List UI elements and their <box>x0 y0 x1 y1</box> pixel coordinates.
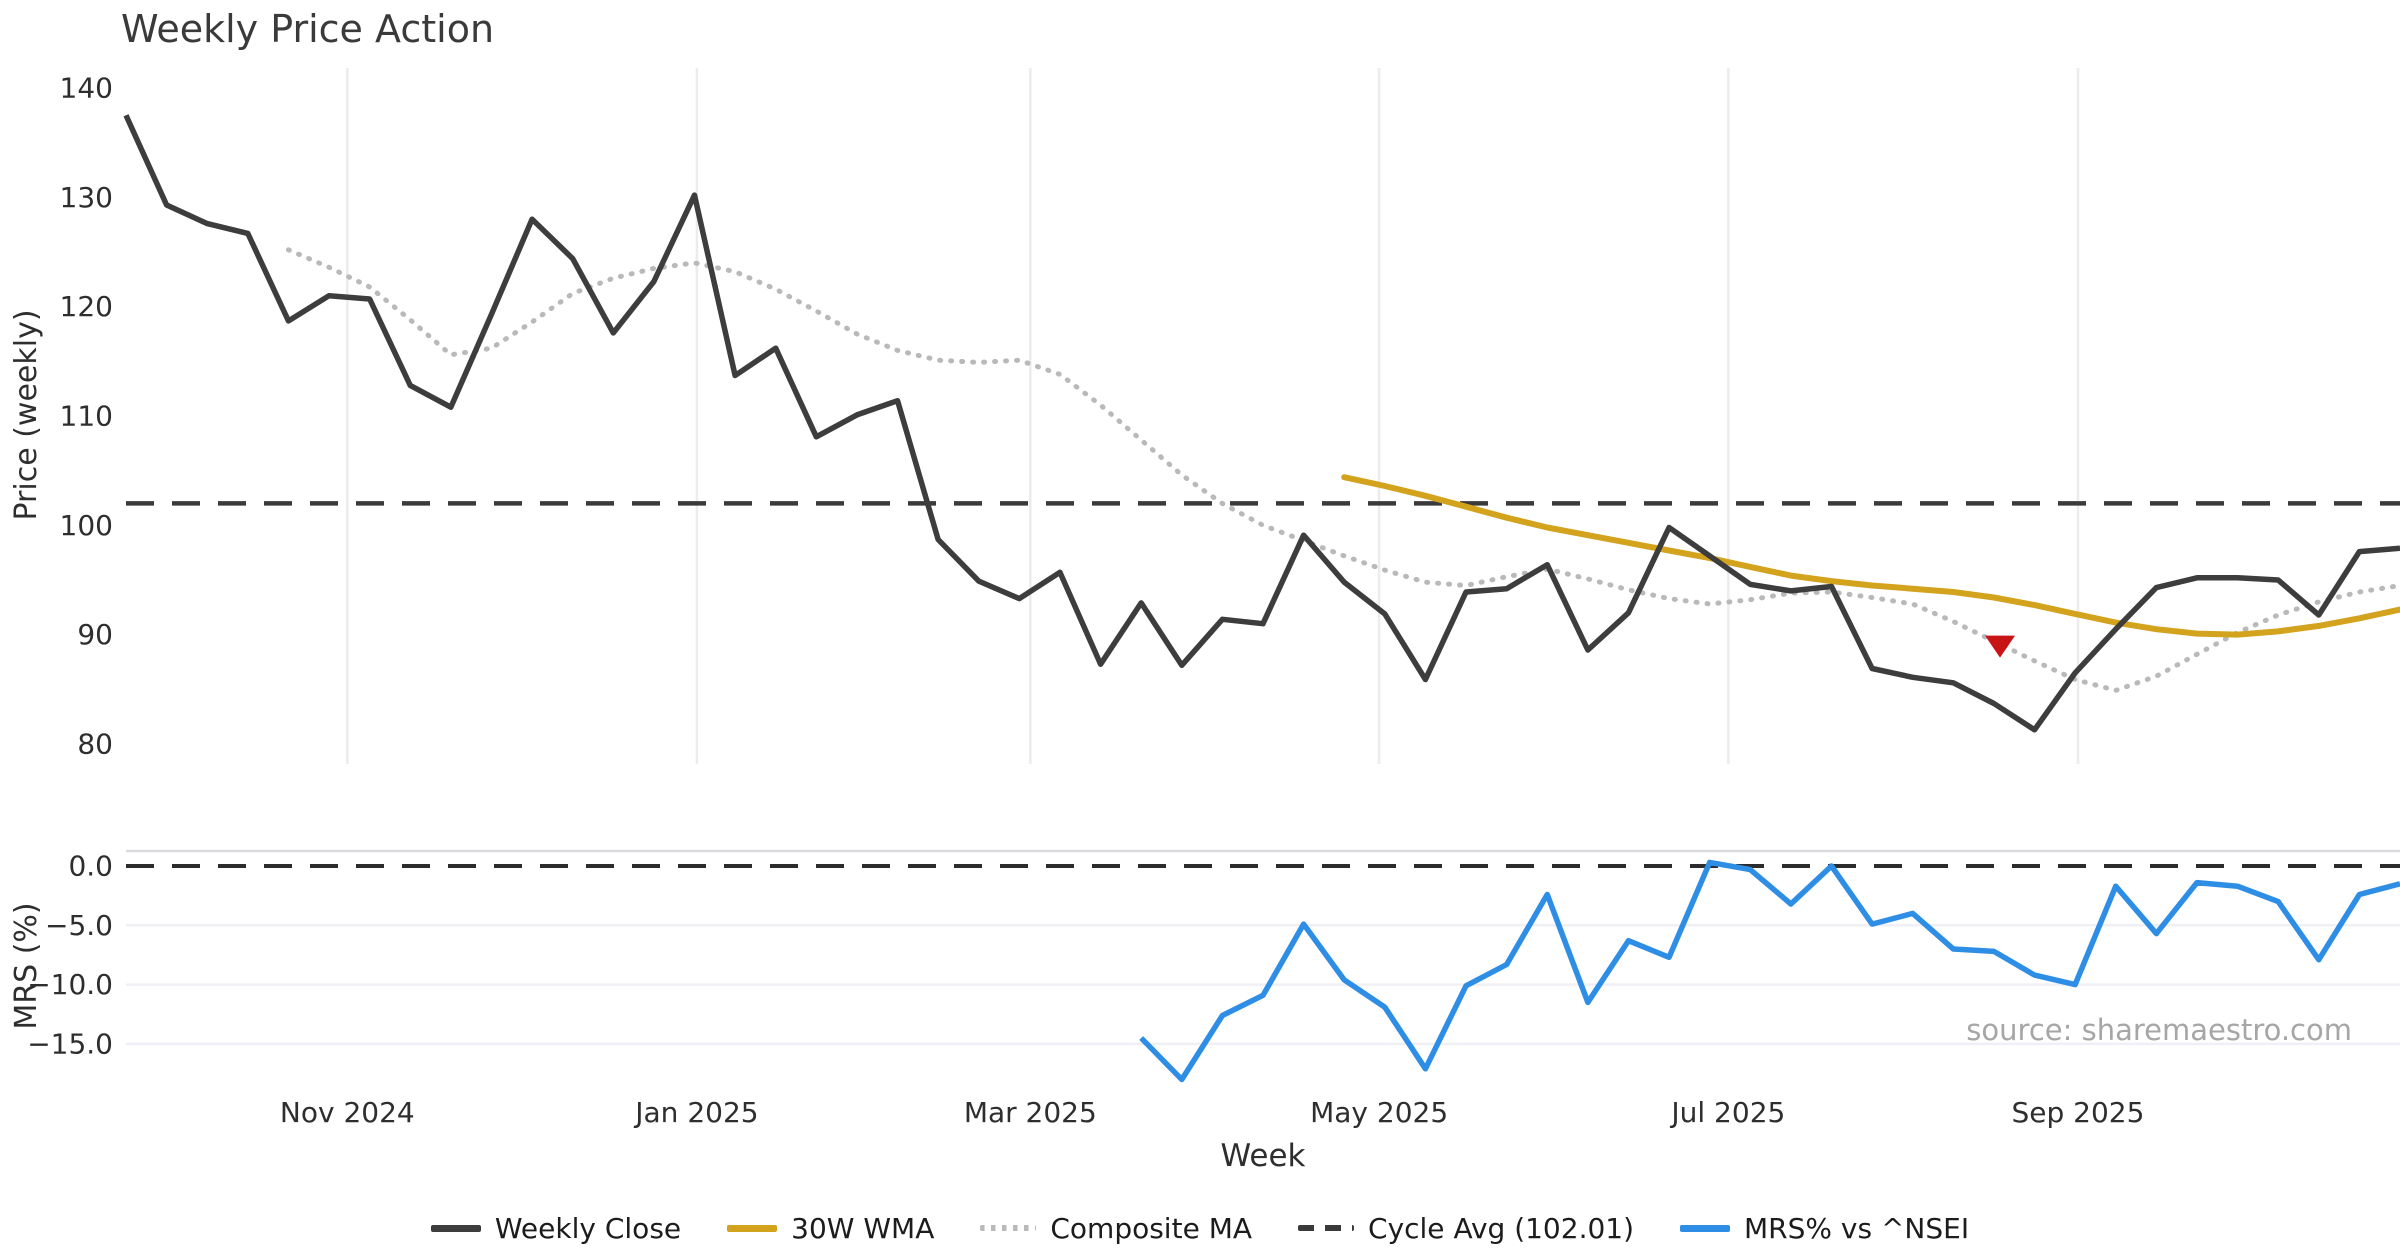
legend-label: MRS% vs ^NSEI <box>1744 1211 1970 1245</box>
price-tick-label: 120 <box>60 290 113 323</box>
price-tick-label: 90 <box>77 618 113 651</box>
price-tick-label: 140 <box>60 72 113 105</box>
mrs-tick-label: −15.0 <box>27 1027 113 1060</box>
legend-label: Composite MA <box>1050 1211 1253 1245</box>
month-tick-label: May 2025 <box>1310 1096 1448 1129</box>
legend-item-composite-ma: Composite MA <box>980 1212 1252 1245</box>
30w-wma-line <box>1341 474 2400 638</box>
month-tick-label: Jul 2025 <box>1669 1096 1785 1129</box>
legend-swatch-solid <box>1680 1224 1731 1232</box>
composite-ma-line <box>285 247 2400 693</box>
legend-swatch-solid <box>430 1224 481 1232</box>
month-tick-label: Nov 2024 <box>280 1096 415 1129</box>
reference-lines <box>126 501 2400 868</box>
legend-label: Cycle Avg (102.01) <box>1368 1211 1635 1245</box>
legend-swatch-solid <box>727 1224 778 1232</box>
mrs-tick-label: −5.0 <box>45 909 113 942</box>
legend-item-mrs-vs-nsei: MRS% vs ^NSEI <box>1680 1212 1969 1245</box>
price-tick-label: 130 <box>60 181 113 214</box>
chart-title: Weekly Price Action <box>121 7 494 51</box>
legend-swatch-dashed <box>1298 1225 1355 1231</box>
month-tick-label: Sep 2025 <box>2012 1096 2145 1129</box>
mrs-tick-label: 0.0 <box>68 850 113 883</box>
mrs-tick-label: −10.0 <box>27 968 113 1001</box>
price-tick-label: 80 <box>77 727 113 760</box>
price-tick-label: 100 <box>60 509 113 542</box>
legend-label: 30W WMA <box>791 1211 935 1245</box>
tick-labels: 140 130 120 110 100 90 80 0.0 −5.0 −10.0 −15.0 Nov … <box>27 72 2144 1130</box>
mrs-axis-label: MRS (%) <box>9 902 44 1029</box>
legend-item-30w-wma: 30W WMA <box>727 1212 934 1245</box>
week-axis-label: Week <box>1221 1138 1306 1174</box>
price-tick-label: 110 <box>60 399 113 432</box>
legend-item-weekly-close: Weekly Close <box>430 1211 682 1245</box>
legend-swatch-dotted <box>980 1225 1037 1231</box>
sell-signal-marker <box>1985 635 2016 658</box>
month-tick-label: Jan 2025 <box>633 1096 758 1129</box>
data-series <box>123 114 2400 1083</box>
month-tick-label: Mar 2025 <box>964 1096 1097 1129</box>
source-attribution: source: sharemaestro.com <box>1966 1013 2352 1047</box>
gridlines <box>126 68 2400 1046</box>
weekly-close-line <box>123 114 2400 733</box>
price-axis-label: Price (weekly) <box>9 309 44 520</box>
legend-item-cycle-avg-102-01: Cycle Avg (102.01) <box>1298 1212 1634 1245</box>
chart-legend: Weekly Close 30W WMA Composite MA Cycle Avg… <box>0 1204 2400 1252</box>
signal-markers <box>1985 635 2016 658</box>
mrs-line <box>1139 859 2400 1083</box>
legend-label: Weekly Close <box>494 1211 682 1245</box>
